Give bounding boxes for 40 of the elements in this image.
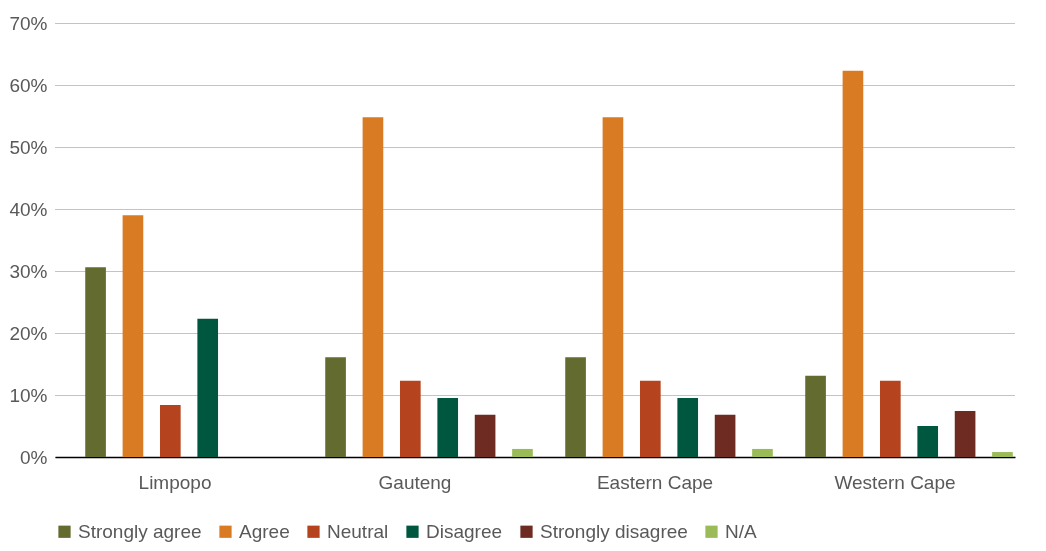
bar xyxy=(160,404,181,457)
x-tick-label: Gauteng xyxy=(378,471,452,493)
bar xyxy=(325,357,346,457)
legend-label: Neutral xyxy=(327,520,389,542)
x-tick-label: Limpopo xyxy=(138,471,212,493)
bar xyxy=(917,426,939,457)
bar xyxy=(714,414,736,457)
bar xyxy=(512,448,533,457)
y-tick-label: 0% xyxy=(20,446,48,468)
bar xyxy=(400,380,421,457)
bar xyxy=(565,357,586,457)
bar xyxy=(85,267,106,457)
bar xyxy=(954,411,976,457)
y-tick-label: 70% xyxy=(9,12,48,34)
bar xyxy=(752,448,773,457)
legend-label: Strongly disagree xyxy=(540,520,688,542)
bar xyxy=(122,215,144,457)
y-tick-label: 30% xyxy=(9,260,48,282)
bar xyxy=(677,398,699,457)
x-tick-label: Eastern Cape xyxy=(596,471,714,493)
bar xyxy=(880,380,901,457)
bar xyxy=(992,452,1013,457)
bar xyxy=(197,318,219,457)
bar xyxy=(437,398,459,457)
legend-label: Disagree xyxy=(426,520,503,542)
bar xyxy=(842,70,864,457)
legend-label: Strongly agree xyxy=(78,520,202,542)
y-tick-label: 20% xyxy=(9,322,48,344)
bar xyxy=(474,414,496,457)
x-tick-label: Western Cape xyxy=(834,471,956,493)
y-tick-label: 40% xyxy=(9,198,48,220)
bar xyxy=(640,380,661,457)
y-tick-label: 10% xyxy=(9,384,48,406)
legend-label: N/A xyxy=(725,520,757,542)
y-tick-label: 60% xyxy=(9,74,48,96)
bar xyxy=(362,117,384,457)
legend-label: Agree xyxy=(239,520,290,542)
y-tick-label: 50% xyxy=(9,136,48,158)
bar xyxy=(805,375,826,457)
bar xyxy=(602,117,624,457)
